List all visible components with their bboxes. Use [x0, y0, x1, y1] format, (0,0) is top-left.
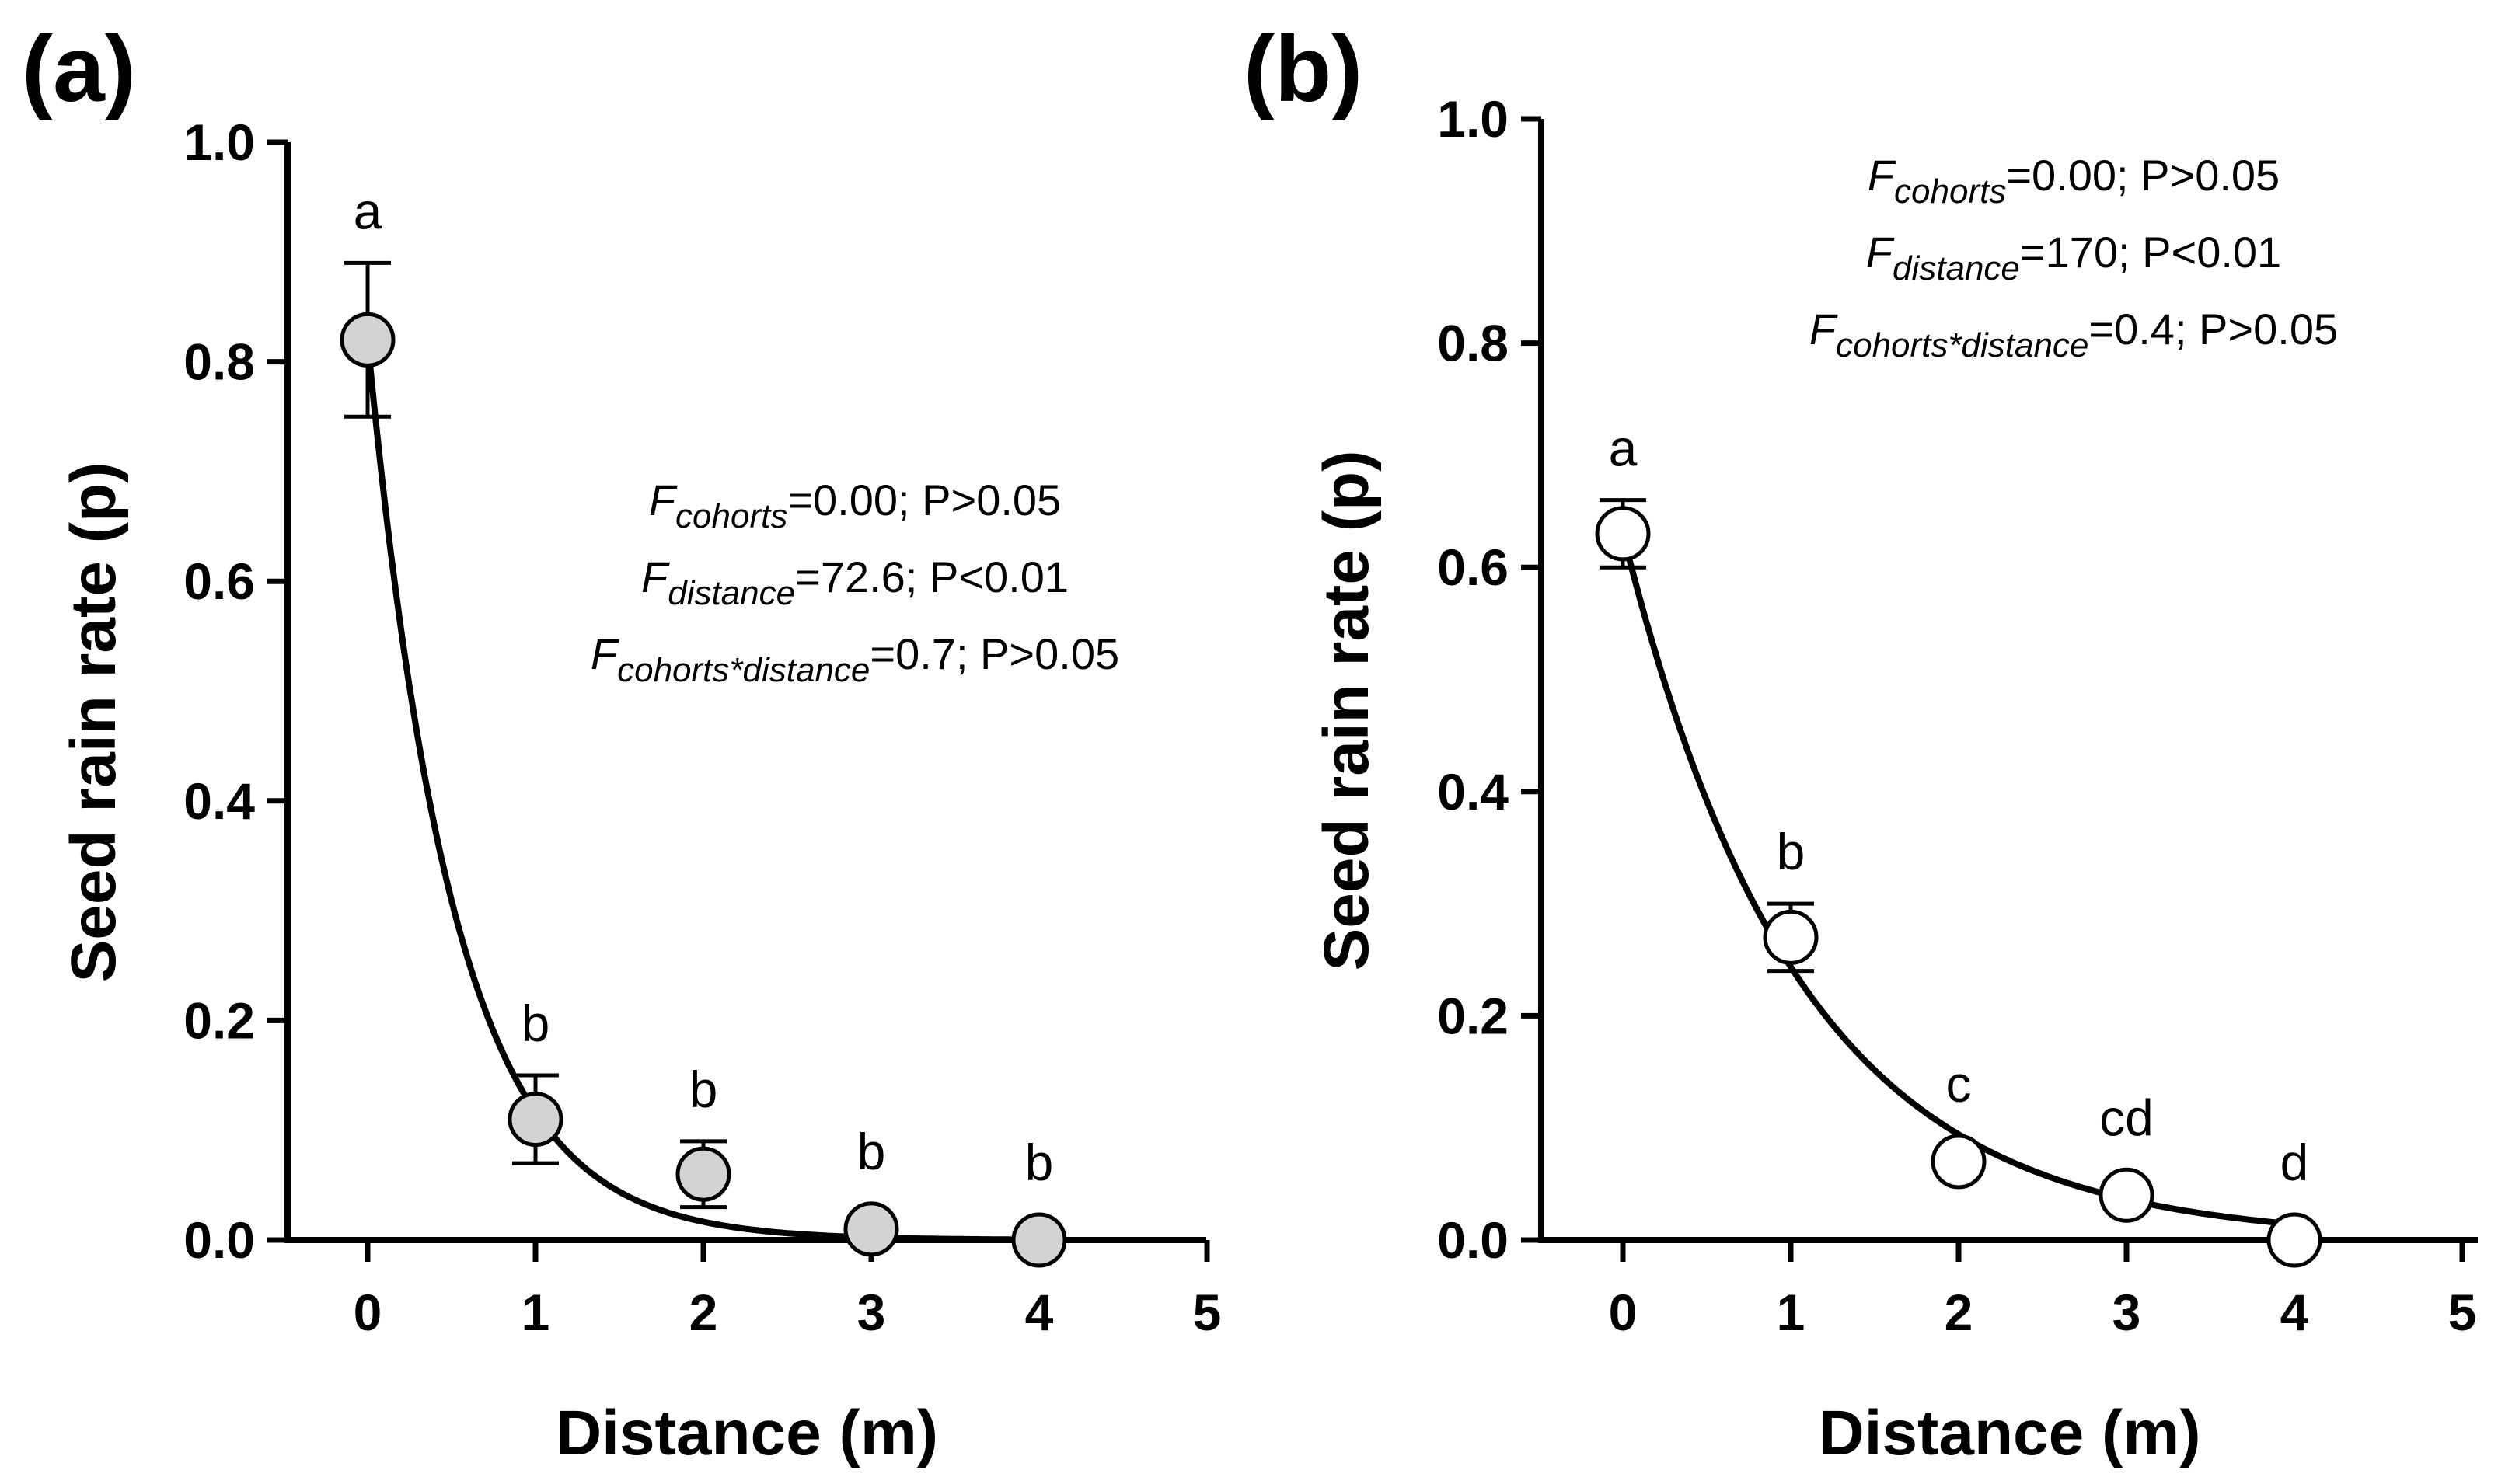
y-tick-label: 0.4: [183, 772, 255, 830]
stat-f: F: [1866, 228, 1895, 277]
y-tick-label: 0.0: [1437, 1211, 1509, 1269]
stat-f: F: [1809, 305, 1838, 354]
data-point: [843, 1201, 899, 1257]
stat-f: F: [649, 476, 678, 524]
x-tick-label: 2: [1945, 1284, 1973, 1341]
x-tick-label: 1: [522, 1284, 550, 1341]
stat-subscript: distance: [668, 574, 795, 612]
stat-subscript: cohorts: [675, 497, 787, 535]
data-point: [1931, 1134, 1987, 1190]
data-point: [340, 312, 396, 368]
y-tick-label: 1.0: [1437, 90, 1509, 148]
data-point: [1763, 909, 1819, 965]
stat-line: Fcohorts=0.00; P>0.05: [649, 476, 1061, 535]
data-point: [2266, 1212, 2322, 1268]
y-tick-label: 0.2: [183, 991, 255, 1049]
significance-letter: cd: [2099, 1089, 2154, 1146]
stat-f: F: [641, 552, 670, 601]
y-axis-title: Seed rain rate (p): [58, 462, 129, 983]
chart-panel-a: (a) 0.0 0.2 0.4 0.6 0.8 1.0 0 1 2 3 4 5 Distance (m) S…: [22, 17, 1221, 1468]
stat-f: F: [591, 629, 619, 678]
stat-f: F: [1868, 151, 1896, 200]
significance-letter: b: [857, 1123, 886, 1180]
fit-curve: [1620, 532, 2295, 1228]
significance-letter: a: [354, 182, 382, 239]
stat-subscript: cohorts*distance: [617, 651, 870, 689]
x-tick-label: 0: [354, 1284, 382, 1341]
x-tick-label: 5: [1193, 1284, 1222, 1341]
stat-value: =170; P<0.01: [2020, 228, 2281, 277]
chart-panel-b: (b) 0.0 0.2 0.4 0.6 0.8 1.0 0 1 2 3 4 5 Distance (m) S…: [1244, 17, 2478, 1468]
stat-line: Fcohorts*distance=0.4; P>0.05: [1809, 305, 2338, 364]
stat-subscript: cohorts: [1894, 172, 2006, 211]
stat-value: =0.7; P>0.05: [870, 629, 1119, 678]
x-tick-label: 5: [2448, 1284, 2477, 1341]
stat-value: =0.00; P>0.05: [787, 476, 1061, 524]
panel-label: (a): [22, 17, 136, 121]
x-tick-label: 2: [689, 1284, 718, 1341]
significance-letter: b: [689, 1061, 718, 1118]
fit-curve: [365, 339, 1039, 1243]
y-tick-label: 0.8: [183, 333, 255, 391]
stat-value: =0.4; P>0.05: [2088, 305, 2338, 354]
stat-line: Fcohorts=0.00; P>0.05: [1868, 151, 2280, 211]
panel-label: (b): [1244, 17, 1362, 121]
x-tick-label: 0: [1609, 1284, 1638, 1341]
y-tick-label: 0.2: [1437, 987, 1509, 1044]
significance-letter: c: [1946, 1055, 1972, 1113]
y-tick-label: 0.0: [183, 1211, 255, 1269]
significance-letter: b: [522, 995, 550, 1052]
x-axis-title: Distance (m): [1818, 1398, 2200, 1468]
x-tick-label: 4: [1025, 1284, 1054, 1341]
data-point: [508, 1092, 563, 1148]
data-point: [2099, 1167, 2154, 1223]
stat-subscript: distance: [1893, 249, 2020, 287]
y-tick-label: 1.0: [183, 113, 255, 171]
stat-line: Fdistance=170; P<0.01: [1866, 228, 2281, 287]
significance-letter: d: [2280, 1134, 2309, 1191]
y-tick-label: 0.6: [1437, 538, 1509, 596]
stat-value: =72.6; P<0.01: [795, 552, 1069, 601]
significance-letter: b: [1777, 823, 1805, 880]
data-point: [675, 1146, 731, 1202]
x-tick-label: 3: [857, 1284, 886, 1341]
x-axis-title: Distance (m): [556, 1398, 938, 1468]
y-tick-label: 0.6: [183, 552, 255, 610]
stat-subscript: cohorts*distance: [1836, 326, 2088, 364]
x-tick-label: 1: [1777, 1284, 1805, 1341]
data-point: [1595, 506, 1651, 562]
y-tick-label: 0.8: [1437, 315, 1509, 372]
x-tick-label: 3: [2112, 1284, 2141, 1341]
significance-letter: b: [1025, 1134, 1054, 1191]
stat-line: Fdistance=72.6; P<0.01: [641, 552, 1069, 612]
data-point: [1011, 1212, 1067, 1268]
y-tick-label: 0.4: [1437, 763, 1509, 820]
stat-line: Fcohorts*distance=0.7; P>0.05: [591, 629, 1119, 689]
y-axis-title: Seed rain rate (p): [1311, 451, 1382, 971]
significance-letter: a: [1609, 420, 1638, 477]
x-tick-label: 4: [2280, 1284, 2309, 1341]
stat-value: =0.00; P>0.05: [2006, 151, 2280, 200]
